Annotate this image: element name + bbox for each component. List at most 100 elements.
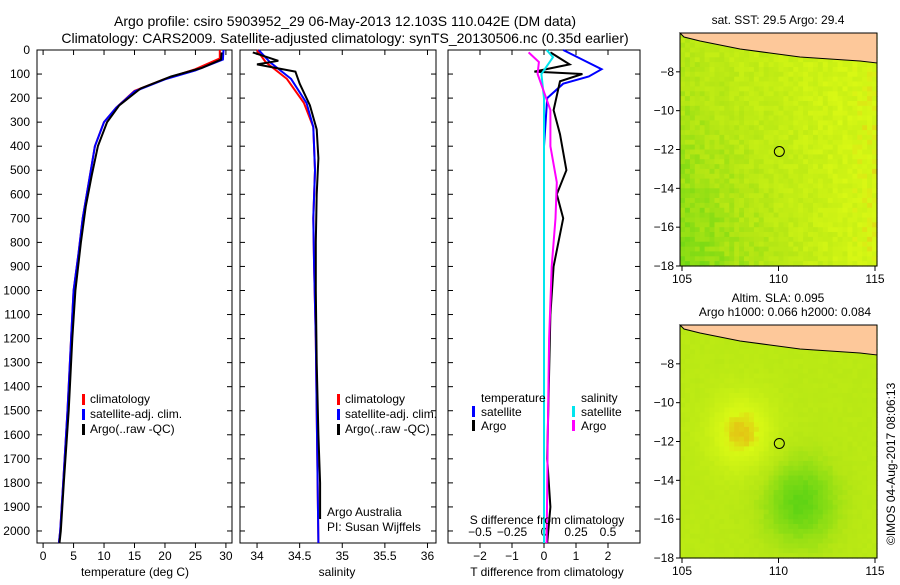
map-cell [714,256,720,262]
map-cell [773,134,780,141]
map-cell [798,115,804,121]
map-cell [822,417,829,423]
map-cell [793,441,799,447]
map-cell [842,397,848,404]
map-cell [822,349,829,355]
y-tick-label: 700 [10,211,30,225]
map-cell [783,485,789,491]
map-cell [832,533,839,540]
map-cell [832,456,839,462]
map-cell [689,37,696,44]
map-cell [822,115,829,121]
map-cell [813,514,819,520]
map-cell [808,232,814,238]
map-cell [803,509,809,515]
map-cell [778,397,784,404]
map-cell [803,154,809,160]
map-cell [699,431,706,438]
map-cell [768,115,775,121]
map-cell [778,183,784,189]
map-cell [753,431,760,438]
map-cell [827,441,834,447]
map-cell [842,178,848,185]
map-cell [719,373,725,379]
y-tick-label: 1000 [3,283,30,297]
map-cell [704,222,711,228]
map-cell [699,246,706,253]
map-cell [680,105,686,112]
map-cell [753,110,760,117]
map-cell [753,480,760,486]
map-cell [847,504,853,511]
map-cell [758,71,765,78]
map-cell [822,446,829,452]
map-cell [793,222,799,228]
map-cell [842,499,848,506]
map-cell [714,363,720,370]
map-cell [680,115,686,121]
map-cell [768,446,775,452]
map-cell [778,494,784,501]
map-cell [709,528,715,535]
map-cell [734,81,740,87]
map-cell [783,168,789,175]
map-cell [694,110,701,117]
map-cell [768,256,775,262]
map-cell [813,426,819,433]
map-cell [724,232,730,238]
map-cell [773,412,780,418]
map-cell [773,456,780,462]
map-cell [768,383,775,389]
map-cell [842,402,848,409]
map-cell [684,431,691,438]
map-cell [773,101,780,107]
map-cell [872,67,878,73]
map-cell [694,543,701,549]
map-cell [689,96,696,102]
map-cell [739,256,745,262]
map-cell [798,125,804,131]
map-cell [699,363,706,370]
map-cell [822,354,829,360]
map-cell [798,485,804,491]
map-cell [680,407,686,413]
map-cell [729,446,735,452]
map-cell [749,86,755,92]
map-cell [852,139,858,146]
map-cell [783,417,789,423]
map-cell [763,96,770,102]
map-cell [788,130,794,136]
map-cell [783,62,789,68]
map-cell [832,154,839,160]
map-cell [704,120,711,126]
map-cell [872,553,878,559]
map-cell [749,524,755,530]
map-cell [852,227,858,233]
map-cell [788,354,794,360]
map-cell [763,373,770,379]
map-cell [773,490,780,496]
map-cell [808,412,814,418]
map-cell [734,159,740,165]
map-cell [744,417,750,423]
map-cell [872,86,878,92]
map-cell [724,241,730,248]
map-cell [684,470,691,477]
map-cell [680,431,686,438]
map-cell [827,67,834,73]
map-cell [763,120,770,126]
map-cell [694,207,701,214]
map-cell [758,120,765,126]
map-cell [729,397,735,404]
map-cell [778,110,784,117]
map-cell [857,504,863,511]
map-cell [862,149,868,155]
map-cell [694,164,701,170]
map-cell [788,456,794,462]
map-cell [788,373,794,379]
map-cell [739,246,745,253]
map-cell [847,101,853,107]
map-cell [749,202,755,209]
map-cell [857,426,863,433]
